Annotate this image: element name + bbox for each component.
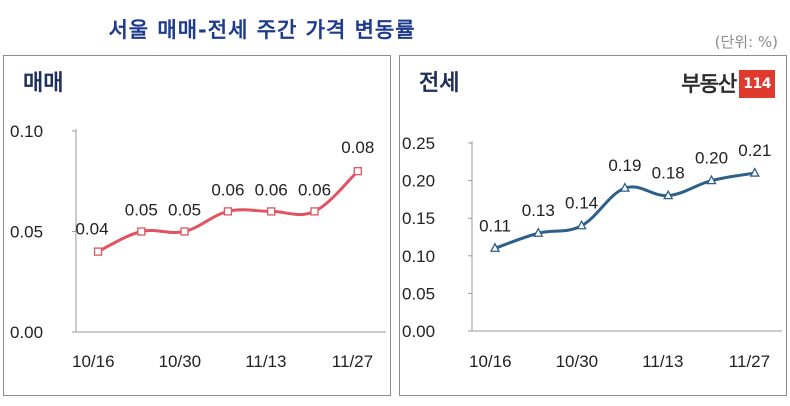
jeonse-chart: 0.00 0.05 0.10 0.15 0.20 0.25 10/16 10/30 11/13 1…: [402, 134, 782, 371]
x-tick-label: 10/16: [469, 352, 512, 371]
data-label: 0.06: [298, 180, 331, 199]
logo-number-badge: 114: [739, 70, 775, 98]
x-tick-label: 11/27: [332, 352, 373, 371]
logo-brand-text: 부동산: [681, 72, 737, 96]
sale-panel-title: 매매: [23, 71, 64, 96]
x-tick-label: 10/16: [72, 352, 115, 371]
data-label: 0.13: [522, 201, 555, 220]
data-label: 0.11: [479, 216, 511, 235]
data-label: 0.08: [341, 138, 374, 157]
data-label: 0.19: [608, 156, 641, 175]
unit-label: (단위: %): [714, 33, 778, 51]
data-point-marker: [180, 227, 189, 236]
data-point-marker: [489, 242, 501, 252]
data-point-marker: [137, 227, 146, 236]
data-label: 0.05: [125, 201, 158, 220]
y-tick-label: 0.00: [10, 323, 43, 342]
data-label: 0.05: [168, 201, 201, 220]
data-label: 0.18: [652, 164, 685, 183]
data-point-marker: [576, 219, 587, 230]
y-tick-label: 0.20: [402, 172, 435, 191]
data-point-marker: [663, 189, 674, 200]
data-label: 0.14: [565, 194, 598, 213]
data-point-marker: [353, 167, 362, 176]
y-tick-label: 0.05: [10, 223, 43, 242]
sale-chart: 0.00 0.05 0.10 10/16 10/30 11/13 11/27 0.04 0.05…: [10, 122, 386, 371]
data-point-marker: [749, 167, 760, 177]
data-point-marker: [706, 174, 717, 185]
y-tick-label: 0.00: [402, 322, 435, 341]
data-point-marker: [93, 247, 103, 256]
y-tick-label: 0.10: [402, 247, 435, 266]
y-tick-label: 0.10: [10, 122, 43, 141]
sale-price-panel: 매매 0.00 0.05 0.10 10/16 10/30 11/13 11/27 0.04 0…: [3, 55, 391, 396]
x-tick-label: 11/13: [245, 352, 286, 371]
data-point-marker: [267, 207, 276, 216]
jeonse-price-panel: 전세 부동산 114 0.00 0.05 0.10 0.15 0.20 0.25 10/16…: [399, 55, 787, 396]
x-tick-label: 11/13: [642, 352, 683, 371]
data-point-marker: [223, 207, 233, 216]
data-point-marker: [310, 207, 319, 216]
y-tick-label: 0.25: [402, 134, 435, 153]
x-tick-label: 10/30: [556, 352, 599, 371]
y-tick-label: 0.15: [402, 209, 435, 228]
data-label: 0.06: [211, 180, 244, 199]
data-point-marker: [619, 182, 630, 192]
realty114-logo: 부동산 114: [681, 70, 775, 98]
y-tick-label: 0.05: [402, 284, 435, 303]
data-point-marker: [533, 227, 544, 237]
x-tick-label: 11/27: [729, 352, 770, 371]
data-label: 0.20: [695, 149, 728, 168]
data-label: 0.04: [75, 220, 108, 239]
data-label: 0.21: [738, 141, 771, 160]
chart-title: 서울 매매-전세 주간 가격 변동률: [108, 18, 416, 42]
jeonse-panel-title: 전세: [419, 71, 460, 96]
x-tick-label: 10/30: [159, 352, 202, 371]
data-label: 0.06: [255, 180, 288, 199]
